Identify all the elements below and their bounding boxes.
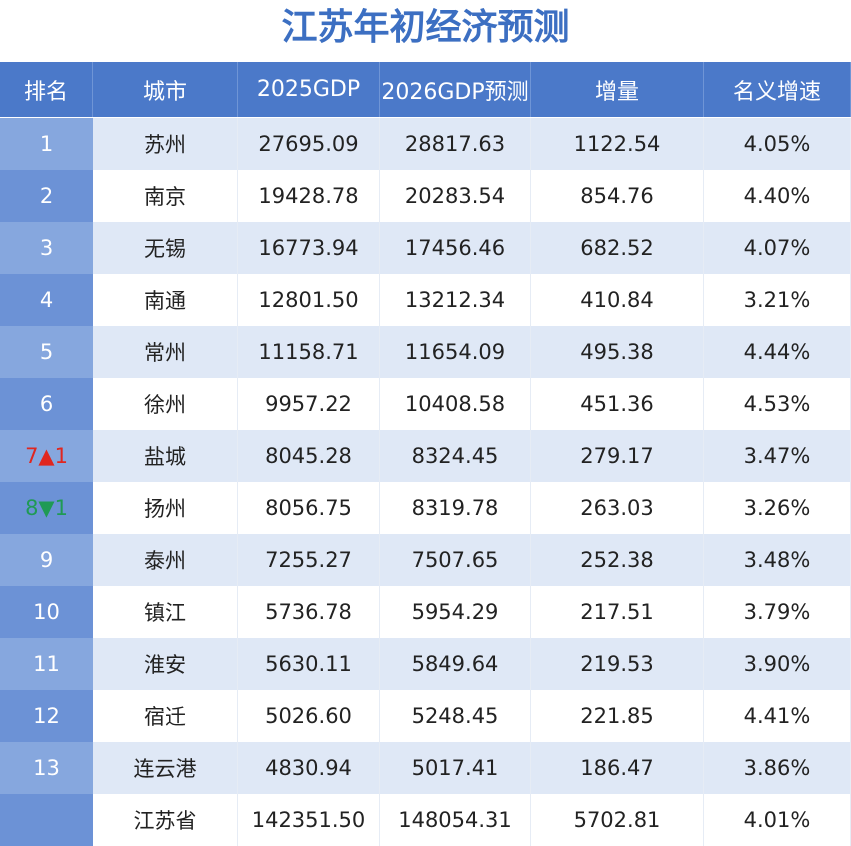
table-cell: 泰州 — [93, 534, 238, 586]
rank-cell: 4 — [0, 274, 93, 326]
table-cell: 7507.65 — [380, 534, 531, 586]
table-cell: 8324.45 — [380, 430, 531, 482]
table-cell: 4.44% — [704, 326, 851, 378]
table-cell: 南通 — [93, 274, 238, 326]
table-cell: 无锡 — [93, 222, 238, 274]
table-cell: 4.40% — [704, 170, 851, 222]
rank-cell: 3 — [0, 222, 93, 274]
rank-cell: 1 — [0, 118, 93, 170]
table-cell: 9957.22 — [238, 378, 380, 430]
table-cell: 7255.27 — [238, 534, 380, 586]
title: 江苏年初经济预测 — [281, 7, 570, 48]
rank-cell: 12 — [0, 690, 93, 742]
table-cell: 5026.60 — [238, 690, 380, 742]
table-cell: 3.79% — [704, 586, 851, 638]
table-cell: 682.52 — [531, 222, 704, 274]
table-cell: 4.07% — [704, 222, 851, 274]
table-cell: 854.76 — [531, 170, 704, 222]
table: 排名 城市 2025GDP 2026GDP预测 增量 名义增速 1 苏州 27695.09 288… — [0, 62, 851, 846]
table-cell: 镇江 — [93, 586, 238, 638]
table-cell: 16773.94 — [238, 222, 380, 274]
rank-cell: 2 — [0, 170, 93, 222]
rank-cell: 13 — [0, 742, 93, 794]
header-cell: 城市 — [93, 62, 238, 117]
table-cell: 5017.41 — [380, 742, 531, 794]
table-cell: 27695.09 — [238, 118, 380, 170]
table-cell: 451.36 — [531, 378, 704, 430]
header-cell: 2026GDP预测 — [380, 62, 531, 117]
table-cell: 19428.78 — [238, 170, 380, 222]
rank-cell — [0, 794, 93, 846]
table-cell: 410.84 — [531, 274, 704, 326]
table-cell: 28817.63 — [380, 118, 531, 170]
header-cell: 2025GDP — [238, 62, 380, 117]
table-cell: 连云港 — [93, 742, 238, 794]
table-cell: 221.85 — [531, 690, 704, 742]
table-cell: 徐州 — [93, 378, 238, 430]
header-cell: 名义增速 — [704, 62, 851, 117]
table-cell: 江苏省 — [93, 794, 238, 846]
table-cell: 苏州 — [93, 118, 238, 170]
table-cell: 12801.50 — [238, 274, 380, 326]
table-cell: 3.26% — [704, 482, 851, 534]
table-cell: 252.38 — [531, 534, 704, 586]
table-cell: 17456.46 — [380, 222, 531, 274]
table-cell: 495.38 — [531, 326, 704, 378]
table-cell: 263.03 — [531, 482, 704, 534]
table-cell: 11654.09 — [380, 326, 531, 378]
table-cell: 5248.45 — [380, 690, 531, 742]
table-cell: 4.01% — [704, 794, 851, 846]
table-cell: 5736.78 — [238, 586, 380, 638]
rank-cell: 9 — [0, 534, 93, 586]
table-cell: 8056.75 — [238, 482, 380, 534]
table-cell: 4.41% — [704, 690, 851, 742]
header-cell: 排名 — [0, 62, 93, 117]
table-cell: 3.90% — [704, 638, 851, 690]
table-cell: 5954.29 — [380, 586, 531, 638]
rank-cell: 8▼1 — [0, 482, 93, 534]
table-cell: 淮安 — [93, 638, 238, 690]
table-cell: 南京 — [93, 170, 238, 222]
table-cell: 3.86% — [704, 742, 851, 794]
table-cell: 4.05% — [704, 118, 851, 170]
table-cell: 13212.34 — [380, 274, 531, 326]
table-cell: 宿迁 — [93, 690, 238, 742]
rank-cell: 10 — [0, 586, 93, 638]
table-cell: 8045.28 — [238, 430, 380, 482]
table-cell: 4.53% — [704, 378, 851, 430]
rank-cell: 7▲1 — [0, 430, 93, 482]
table-cell: 11158.71 — [238, 326, 380, 378]
table-cell: 186.47 — [531, 742, 704, 794]
table-cell: 142351.50 — [238, 794, 380, 846]
rank-cell: 6 — [0, 378, 93, 430]
table-cell: 148054.31 — [380, 794, 531, 846]
table-cell: 4830.94 — [238, 742, 380, 794]
table-cell: 5630.11 — [238, 638, 380, 690]
table-cell: 5849.64 — [380, 638, 531, 690]
table-cell: 219.53 — [531, 638, 704, 690]
table-cell: 3.48% — [704, 534, 851, 586]
table-cell: 盐城 — [93, 430, 238, 482]
table-cell: 3.21% — [704, 274, 851, 326]
table-cell: 20283.54 — [380, 170, 531, 222]
table-cell: 8319.78 — [380, 482, 531, 534]
header-cell: 增量 — [531, 62, 704, 117]
table-cell: 扬州 — [93, 482, 238, 534]
rank-cell: 5 — [0, 326, 93, 378]
table-cell: 217.51 — [531, 586, 704, 638]
table-cell: 1122.54 — [531, 118, 704, 170]
table-cell: 279.17 — [531, 430, 704, 482]
table-cell: 5702.81 — [531, 794, 704, 846]
table-cell: 3.47% — [704, 430, 851, 482]
table-cell: 常州 — [93, 326, 238, 378]
table-cell: 10408.58 — [380, 378, 531, 430]
rank-cell: 11 — [0, 638, 93, 690]
